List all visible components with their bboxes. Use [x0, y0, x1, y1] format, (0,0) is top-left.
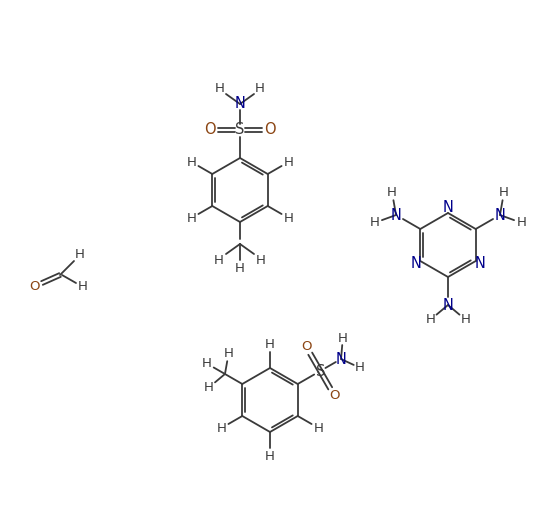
Text: O: O	[204, 122, 216, 137]
Text: H: H	[214, 253, 224, 267]
Text: H: H	[265, 338, 275, 350]
Text: H: H	[314, 421, 324, 435]
Text: H: H	[216, 421, 226, 435]
Text: H: H	[517, 216, 527, 229]
Text: H: H	[369, 216, 380, 229]
Text: N: N	[475, 256, 485, 271]
Text: O: O	[29, 280, 39, 294]
Text: H: H	[283, 155, 293, 169]
Text: H: H	[387, 186, 397, 199]
Text: N: N	[410, 256, 421, 271]
Text: H: H	[75, 248, 85, 261]
Text: S: S	[235, 122, 245, 137]
Text: N: N	[495, 208, 505, 223]
Text: S: S	[315, 364, 325, 378]
Text: H: H	[461, 313, 471, 326]
Text: H: H	[187, 155, 196, 169]
Text: H: H	[283, 211, 293, 225]
Text: H: H	[235, 261, 245, 275]
Text: H: H	[187, 211, 196, 225]
Text: H: H	[338, 332, 348, 344]
Text: H: H	[425, 313, 435, 326]
Text: H: H	[202, 357, 212, 370]
Text: H: H	[78, 280, 88, 294]
Text: H: H	[204, 381, 214, 394]
Text: N: N	[391, 208, 401, 223]
Text: H: H	[265, 449, 275, 463]
Text: H: H	[355, 361, 365, 374]
Text: H: H	[499, 186, 509, 199]
Text: H: H	[256, 253, 266, 267]
Text: N: N	[335, 351, 347, 367]
Text: N: N	[235, 96, 245, 111]
Text: H: H	[255, 82, 265, 94]
Text: H: H	[224, 347, 234, 360]
Text: H: H	[215, 82, 225, 94]
Text: O: O	[301, 340, 311, 354]
Text: N: N	[443, 200, 453, 216]
Text: O: O	[329, 388, 339, 402]
Text: O: O	[264, 122, 276, 137]
Text: N: N	[443, 297, 453, 313]
